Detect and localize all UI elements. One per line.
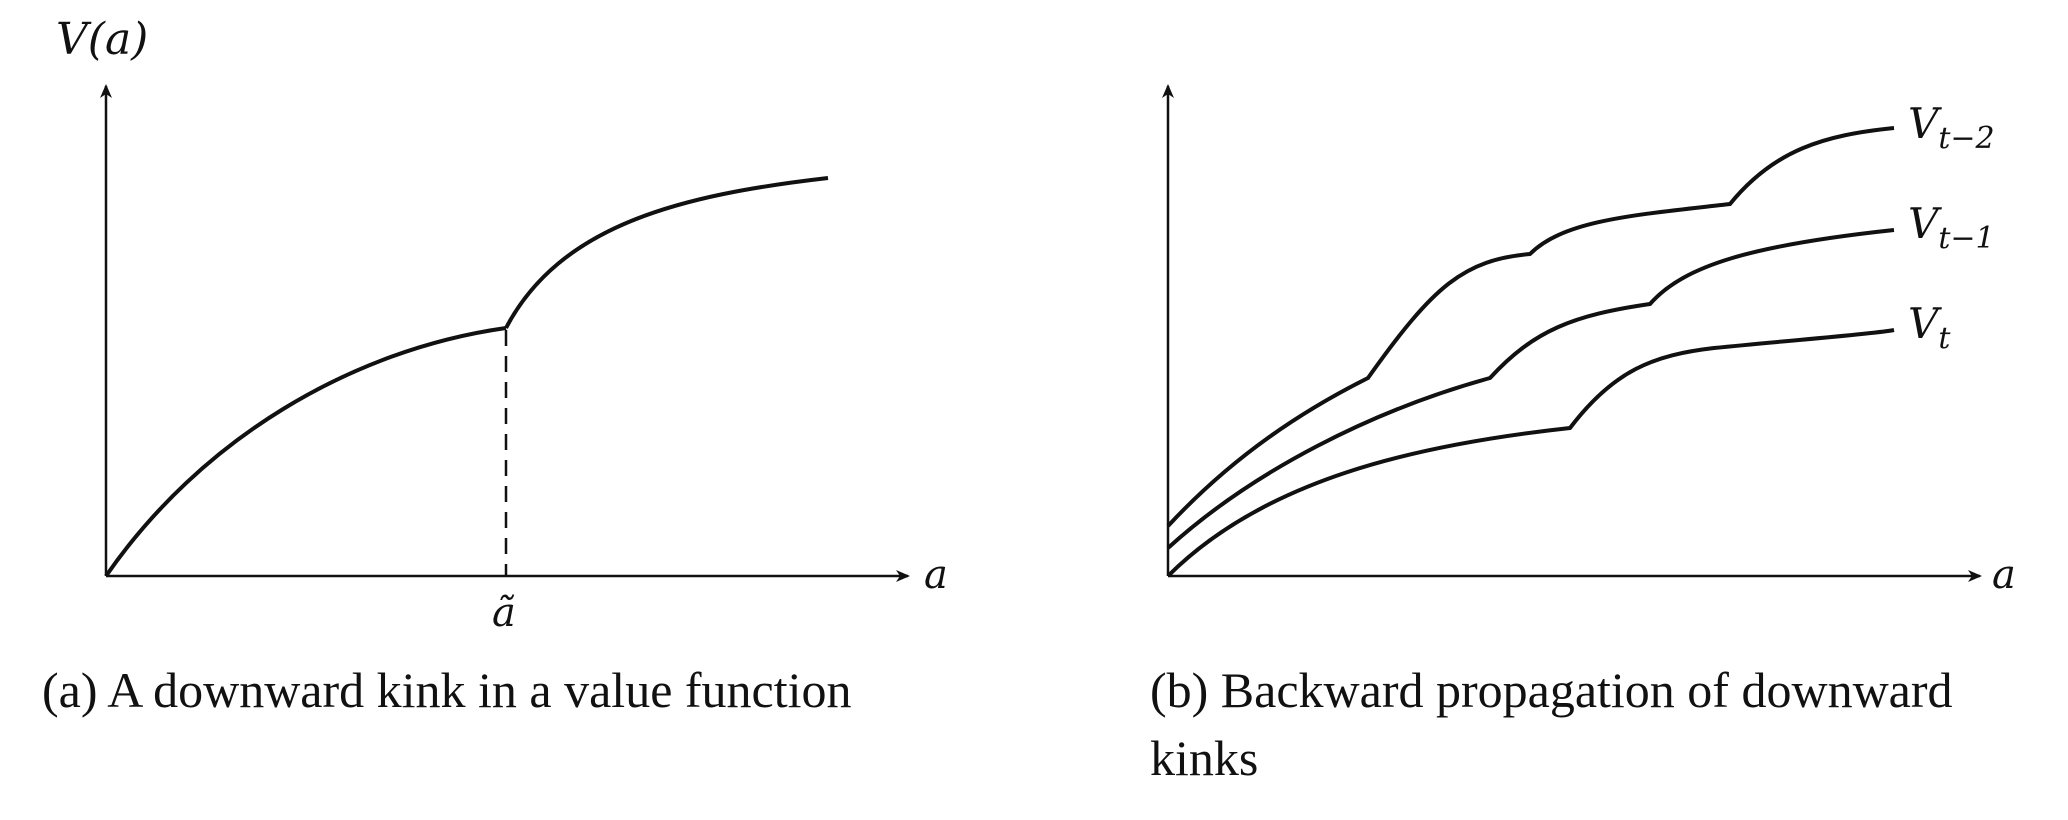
panel-a-y-axis-label: V(a) xyxy=(56,14,148,65)
panel-b-label-v-t-minus-1: Vt−1 xyxy=(1908,199,1995,256)
panel-a-caption: (a) A downward kink in a value function xyxy=(42,662,852,718)
panel-b-label-v-t-minus-1-base: V xyxy=(1908,199,1942,248)
panel-b-label-v-t-minus-2-base: V xyxy=(1908,99,1942,148)
panel-b-label-v-t-minus-2-sub: t−2 xyxy=(1938,121,1994,156)
panel-a: V(a) a ã (a) A downward kink in a value … xyxy=(42,14,948,718)
panel-b-label-v-t: Vt xyxy=(1908,299,1951,356)
panel-a-x-axis-label: a xyxy=(924,552,948,598)
panel-b-x-axis-label: a xyxy=(1992,552,2016,598)
panel-b-curve-v-t-2 xyxy=(1166,126,1895,528)
panel-b: Vt−2 Vt−1 Vt a (b) Backward propagation … xyxy=(1034,0,2068,820)
panel-b-label-v-t-minus-1-sub: t−1 xyxy=(1938,221,1994,256)
panel-a-value-curve-right xyxy=(504,176,829,329)
panel-b-plot: Vt−2 Vt−1 Vt a xyxy=(1162,84,2016,598)
panel-b-curve-v-t xyxy=(1166,328,1895,578)
panel-b-caption: (b) Backward propagation of downward kin… xyxy=(1150,662,1953,786)
panel-b-curve-v-t-1 xyxy=(1166,228,1895,550)
panel-a-value-curve-left xyxy=(104,326,507,578)
panel-b-label-v-t-sub: t xyxy=(1938,321,1951,356)
panel-b-label-v-t-minus-2: Vt−2 xyxy=(1908,99,1995,156)
panel-b-label-v-t-base: V xyxy=(1908,299,1942,348)
panel-a-kink-tick-label: ã xyxy=(492,590,516,636)
panel-a-plot: V(a) a ã xyxy=(56,14,948,636)
